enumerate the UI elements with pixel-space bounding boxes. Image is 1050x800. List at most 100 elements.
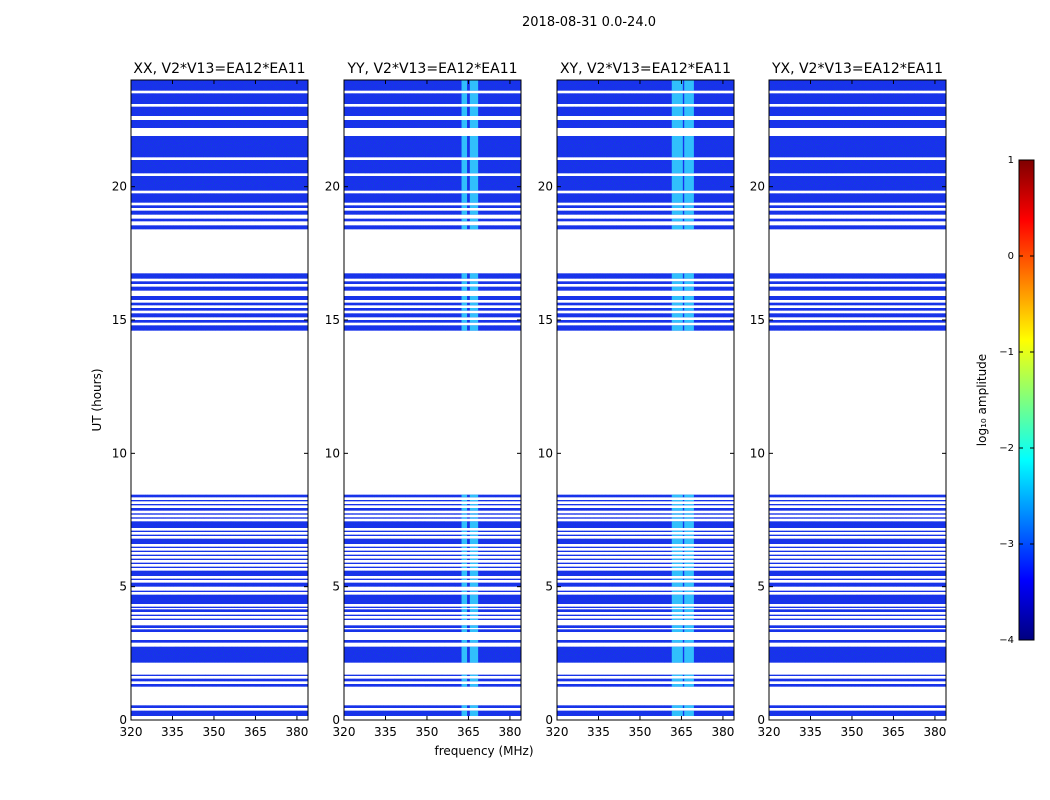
rfi-column xyxy=(469,205,479,208)
data-band-noise xyxy=(557,678,734,682)
data-band-noise xyxy=(769,205,946,208)
data-band-noise xyxy=(344,500,521,502)
rfi-column xyxy=(671,546,683,548)
rfi-column xyxy=(469,558,479,560)
colorbar-tick-label: −3 xyxy=(999,539,1014,550)
rfi-column xyxy=(684,705,694,708)
data-band-noise xyxy=(769,538,946,544)
rfi-column xyxy=(469,554,479,556)
rfi-column xyxy=(469,302,479,306)
rfi-column xyxy=(469,504,479,506)
rfi-column xyxy=(684,629,694,632)
rfi-column xyxy=(671,625,683,628)
rfi-column xyxy=(684,530,694,532)
data-band-noise xyxy=(769,193,946,203)
data-band-noise xyxy=(769,521,946,528)
data-band-noise xyxy=(344,80,521,91)
axes-frame xyxy=(768,79,947,721)
data-band-noise xyxy=(769,513,946,515)
rfi-column xyxy=(461,136,468,158)
rfi-column xyxy=(469,500,479,502)
data-band-noise xyxy=(769,546,946,548)
rfi-column xyxy=(684,562,694,564)
data-band-noise xyxy=(131,273,308,279)
rfi-column xyxy=(684,281,694,284)
colorbar-tick-label: 0 xyxy=(1008,251,1014,262)
rfi-column xyxy=(461,590,468,592)
data-band-noise xyxy=(769,500,946,502)
rfi-column xyxy=(684,210,694,215)
y-tick-label: 15 xyxy=(750,313,765,327)
data-band-noise xyxy=(769,210,946,215)
rfi-column xyxy=(684,160,694,174)
data-band-noise xyxy=(344,618,521,620)
rfi-column xyxy=(671,80,683,91)
rfi-column xyxy=(461,566,468,568)
rfi-column xyxy=(671,218,683,222)
data-band-noise xyxy=(557,521,734,528)
data-band-noise xyxy=(131,308,308,311)
rfi-column xyxy=(469,646,479,663)
data-band-noise xyxy=(344,578,521,580)
y-tick-label: 20 xyxy=(325,180,340,194)
data-band-noise xyxy=(557,176,734,191)
rfi-column xyxy=(684,93,694,104)
rfi-column xyxy=(684,578,694,580)
data-band-noise xyxy=(557,582,734,587)
rfi-column xyxy=(684,80,694,91)
data-band-noise xyxy=(769,106,946,116)
colorbar-body xyxy=(1018,159,1035,641)
data-band-noise xyxy=(131,93,308,104)
data-band-noise xyxy=(557,546,734,548)
rfi-column xyxy=(469,508,479,511)
data-band-noise xyxy=(557,281,734,284)
rfi-column xyxy=(684,273,694,279)
rfi-column xyxy=(469,629,479,632)
data-band-noise xyxy=(557,554,734,556)
rfi-column xyxy=(461,614,468,616)
x-tick-label: 380 xyxy=(711,725,734,739)
data-band-noise xyxy=(344,530,521,532)
data-band-noise xyxy=(769,558,946,560)
rfi-column xyxy=(461,205,468,208)
data-band-noise xyxy=(557,530,734,532)
data-band-noise xyxy=(344,606,521,608)
data-band-noise xyxy=(131,302,308,306)
rfi-column xyxy=(684,678,694,682)
data-band-noise xyxy=(769,530,946,532)
data-band-noise xyxy=(557,562,734,564)
data-band-noise xyxy=(769,590,946,592)
data-band-noise xyxy=(344,176,521,191)
data-band-noise xyxy=(131,566,308,568)
rfi-column xyxy=(684,566,694,568)
data-band-noise xyxy=(769,534,946,536)
rfi-column xyxy=(469,308,479,311)
data-band-noise xyxy=(131,629,308,632)
data-band-noise xyxy=(557,646,734,663)
data-band-noise xyxy=(131,517,308,519)
data-bands xyxy=(557,80,734,716)
data-band-noise xyxy=(344,296,521,300)
data-band-noise xyxy=(131,570,308,576)
rfi-column xyxy=(684,136,694,158)
data-band-noise xyxy=(131,705,308,708)
rfi-column xyxy=(684,296,694,300)
data-band-noise xyxy=(131,193,308,203)
data-band-noise xyxy=(557,508,734,511)
data-band-noise xyxy=(131,521,308,528)
x-tick-label: 335 xyxy=(587,725,610,739)
rfi-column xyxy=(461,296,468,300)
data-band-noise xyxy=(769,640,946,643)
data-band-noise xyxy=(769,609,946,612)
x-tick-label: 320 xyxy=(546,725,569,739)
data-band-noise xyxy=(769,286,946,291)
rfi-column xyxy=(684,500,694,502)
data-band-noise xyxy=(344,640,521,643)
data-band-noise xyxy=(344,550,521,552)
data-band-noise xyxy=(344,325,521,331)
rfi-column xyxy=(684,558,694,560)
rfi-column xyxy=(671,302,683,306)
data-band-noise xyxy=(769,678,946,682)
data-band-noise xyxy=(557,558,734,560)
rfi-column xyxy=(461,273,468,279)
